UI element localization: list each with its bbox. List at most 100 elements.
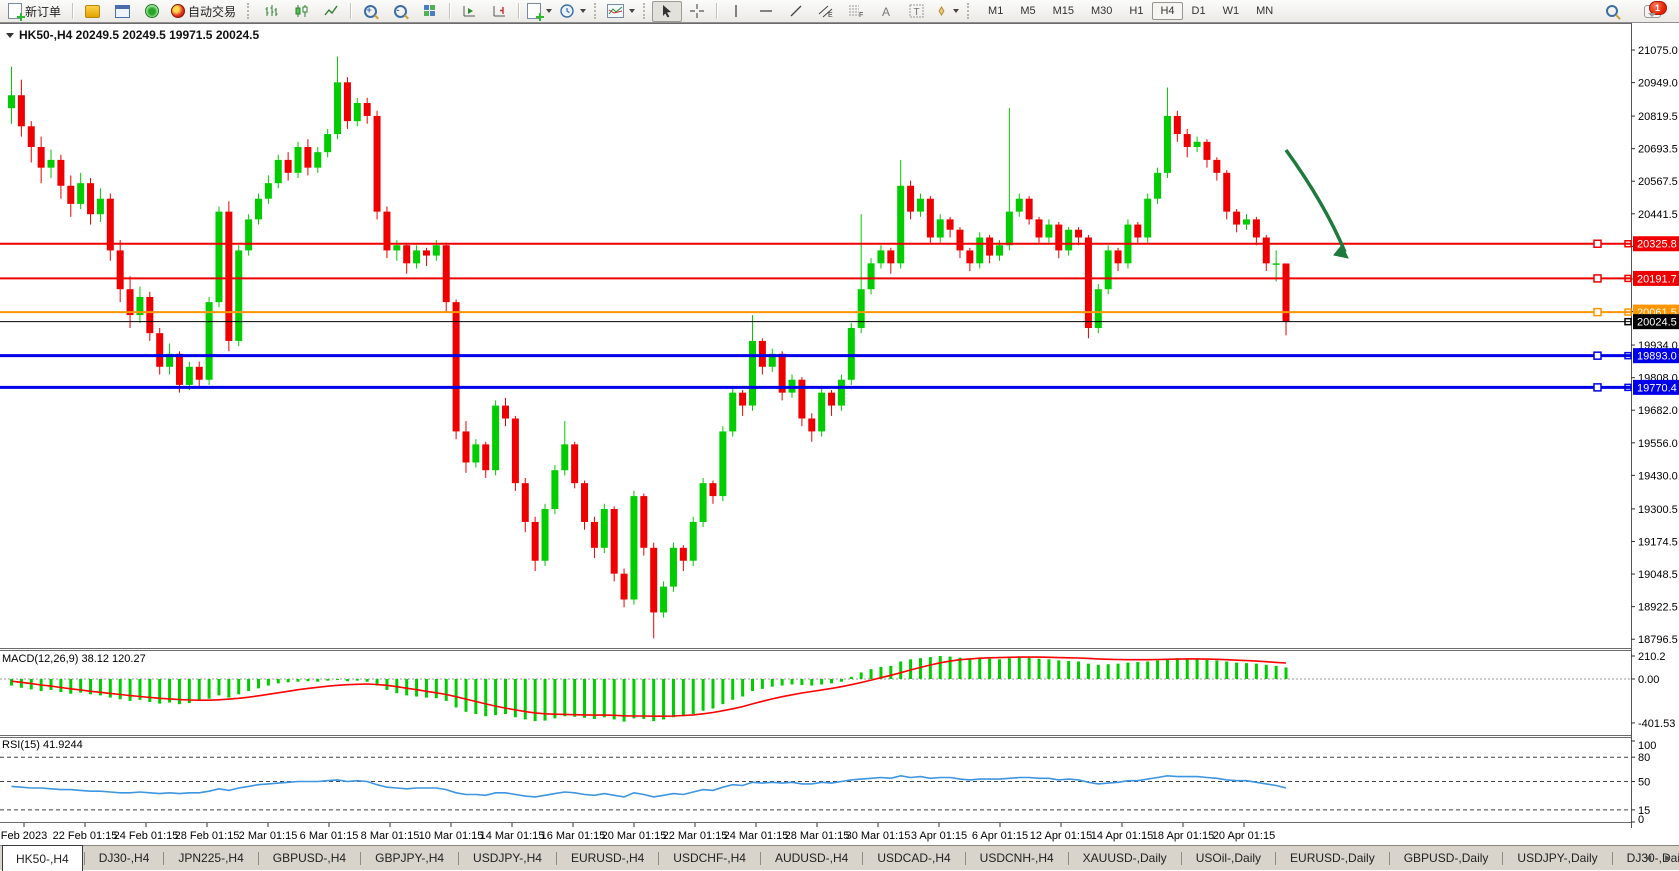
- zoom-in-button[interactable]: +: [355, 1, 385, 22]
- chart-tab-gbpjpy-h4[interactable]: GBPJPY-,H4: [375, 851, 445, 865]
- tab-separator: [964, 851, 966, 865]
- toolbar-grip: [594, 3, 599, 19]
- svg-text:20 Mar 01:15: 20 Mar 01:15: [602, 830, 667, 842]
- indicators-button[interactable]: [603, 1, 639, 22]
- chart-shift-button[interactable]: [454, 1, 484, 22]
- chart-tab-usdchf-h4[interactable]: USDCHF-,H4: [673, 851, 746, 865]
- chart-tab-usoil-daily[interactable]: USOil-,Daily: [1195, 851, 1262, 865]
- crosshair-button[interactable]: [682, 1, 712, 22]
- text-button[interactable]: A: [871, 1, 901, 22]
- toolbar-separator: [518, 3, 520, 19]
- arrows-button[interactable]: [931, 1, 963, 22]
- chart-area[interactable]: 21075.0 20949.0 20819.5 20693.5 20567.5 20441…: [0, 23, 1679, 845]
- notifications-button[interactable]: 1: [1637, 0, 1667, 22]
- chart-tab-usdcad-h4[interactable]: USDCAD-,H4: [877, 851, 951, 865]
- svg-text:21075.0: 21075.0: [1638, 45, 1678, 57]
- timeframe-d1[interactable]: D1: [1191, 5, 1206, 17]
- candlestick-chart-button[interactable]: [286, 1, 316, 22]
- svg-text:6 Apr 01:15: 6 Apr 01:15: [972, 830, 1028, 842]
- macd-pane: [0, 656, 1631, 722]
- chart-shift-icon: [463, 6, 475, 17]
- chart-tab-gbpusd-h4[interactable]: GBPUSD-,H4: [272, 851, 347, 865]
- chart-tab-hk50-h4[interactable]: HK50-,H4: [2, 845, 83, 871]
- timeframe-h1[interactable]: H1: [1129, 5, 1144, 17]
- tab-separator: [1388, 851, 1390, 865]
- timeframe-m30[interactable]: M30: [1091, 5, 1113, 17]
- fibonacci-button[interactable]: F: [841, 1, 871, 22]
- tab-separator: [1611, 851, 1613, 865]
- search-button[interactable]: [1597, 1, 1627, 22]
- chart-tab-dj30-daily[interactable]: DJ30-,Daily: [1626, 851, 1679, 865]
- svg-text:16 Mar 01:15: 16 Mar 01:15: [541, 830, 606, 842]
- trendline-button[interactable]: [781, 1, 811, 22]
- market-watch-icon: [114, 4, 130, 18]
- crosshair-icon: [690, 4, 705, 18]
- chart-tab-usdjpy-h4[interactable]: USDJPY-,H4: [473, 851, 542, 865]
- chevron-down-icon: [580, 9, 587, 13]
- chart-tab-eurusd-daily[interactable]: EURUSD-,Daily: [1290, 851, 1375, 865]
- tab-scroll-right-icon[interactable]: ►: [1663, 852, 1673, 864]
- candlestick-chart-icon: [295, 5, 308, 17]
- tab-separator: [759, 851, 761, 865]
- zoom-out-button[interactable]: -: [385, 1, 415, 22]
- signals-button[interactable]: [137, 1, 167, 22]
- auto-scroll-button[interactable]: [484, 1, 514, 22]
- svg-text:Feb 2023: Feb 2023: [1, 830, 47, 842]
- vertical-line-button[interactable]: [721, 1, 751, 22]
- profiles-button[interactable]: [77, 1, 107, 22]
- svg-text:20949.0: 20949.0: [1638, 78, 1678, 90]
- equidistant-channel-button[interactable]: E: [811, 1, 841, 22]
- bar-chart-icon: [265, 5, 278, 16]
- tab-separator: [257, 851, 259, 865]
- timeframe-m1[interactable]: M1: [988, 5, 1004, 17]
- market-watch-button[interactable]: [107, 1, 137, 22]
- tab-separator: [1067, 851, 1069, 865]
- chart-title-collapse-icon[interactable]: [6, 32, 14, 38]
- chart-tab-dj30-h4[interactable]: DJ30-,H4: [98, 851, 150, 865]
- svg-text:20325.8: 20325.8: [1637, 239, 1677, 251]
- chart-tabbar: HK50-,H4 DJ30-,H4 JPN225-,H4 GBPUSD-,H4 GBPJ…: [0, 845, 1679, 871]
- svg-text:24 Feb 01:15: 24 Feb 01:15: [114, 830, 179, 842]
- indicators-icon: [607, 4, 625, 18]
- rsi-pane: [0, 756, 1631, 811]
- timeframe-h4[interactable]: H4: [1152, 2, 1183, 20]
- chevron-down-icon: [953, 9, 960, 13]
- bar-chart-button[interactable]: [256, 1, 286, 22]
- price-chart-canvas[interactable]: 21075.0 20949.0 20819.5 20693.5 20567.5 20441…: [0, 23, 1679, 845]
- auto-trading-button[interactable]: 自动交易: [167, 1, 243, 22]
- auto-trading-label: 自动交易: [188, 4, 237, 19]
- chart-tab-gbpusd-daily[interactable]: GBPUSD-,Daily: [1403, 851, 1489, 865]
- new-chart-button[interactable]: [523, 1, 556, 22]
- tab-separator: [458, 851, 460, 865]
- tile-windows-button[interactable]: [415, 1, 445, 22]
- timeframe-m5[interactable]: M5: [1020, 5, 1036, 17]
- new-order-button[interactable]: 新订单: [4, 1, 68, 22]
- chart-tab-audusd-h4[interactable]: AUDUSD-,H4: [774, 851, 849, 865]
- chart-tab-eurusd-h4[interactable]: EURUSD-,H4: [570, 851, 645, 865]
- chart-tab-xauusd-daily[interactable]: XAUUSD-,Daily: [1082, 851, 1167, 865]
- timeframe-mn[interactable]: MN: [1256, 5, 1274, 17]
- horizontal-line-icon: [760, 10, 773, 12]
- svg-text:E: E: [828, 12, 833, 18]
- chart-tab-jpn225-h4[interactable]: JPN225-,H4: [178, 851, 244, 865]
- timeframe-w1[interactable]: W1: [1222, 5, 1240, 17]
- pane-borders: [0, 23, 1632, 828]
- tab-separator: [862, 851, 864, 865]
- chart-tab-usdcnh-h4[interactable]: USDCNH-,H4: [979, 851, 1054, 865]
- fibonacci-icon: F: [849, 5, 863, 18]
- svg-text:20441.5: 20441.5: [1638, 209, 1678, 221]
- periods-button[interactable]: [556, 1, 590, 22]
- cursor-button[interactable]: [652, 0, 683, 22]
- line-chart-button[interactable]: [316, 1, 346, 22]
- new-order-label: 新订单: [25, 4, 62, 19]
- svg-text:19893.0: 19893.0: [1637, 351, 1677, 363]
- tab-scroll-left-icon[interactable]: ◄: [1643, 852, 1654, 864]
- horizontal-line-button[interactable]: [751, 1, 781, 22]
- chart-tab-usdjpy-daily[interactable]: USDJPY-,Daily: [1517, 851, 1598, 865]
- zoom-out-icon: -: [393, 4, 407, 18]
- text-label-button[interactable]: T: [901, 1, 931, 22]
- timeframe-m15[interactable]: M15: [1052, 5, 1074, 17]
- toolbar-separator: [72, 3, 74, 19]
- svg-text:28 Mar 01:15: 28 Mar 01:15: [785, 830, 850, 842]
- svg-text:6 Mar 01:15: 6 Mar 01:15: [300, 830, 359, 842]
